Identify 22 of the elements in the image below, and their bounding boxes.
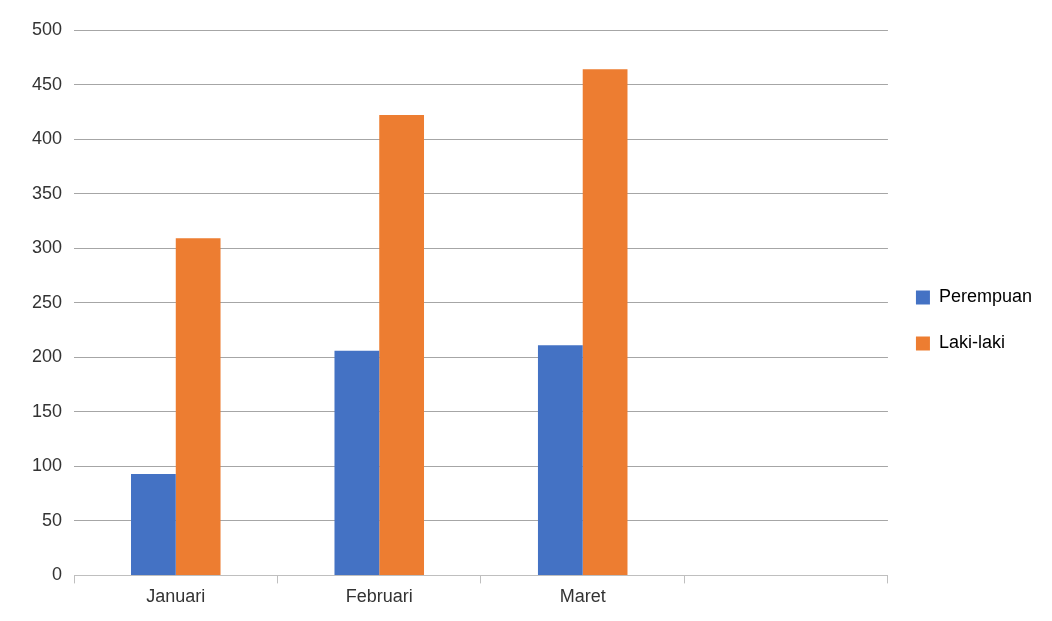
bar (131, 473, 176, 575)
y-tick-label: 500 (31, 18, 63, 39)
y-tick-label: 350 (31, 182, 63, 203)
bar (537, 345, 583, 575)
x-tick-label: Januari (146, 586, 206, 607)
legend-label: Perempuan (938, 286, 1032, 307)
y-tick-label: 200 (31, 346, 63, 367)
y-tick-label: 300 (31, 237, 63, 258)
bar (334, 350, 380, 575)
y-tick-label: 0 (52, 564, 63, 585)
y-tick-label: 50 (42, 509, 63, 530)
y-tick-label: 400 (31, 128, 63, 149)
bar (379, 115, 425, 575)
y-tick-label: 150 (31, 400, 63, 421)
y-tick-label: 450 (31, 73, 63, 94)
bar (175, 238, 221, 575)
x-tick-label: Februari (345, 586, 413, 607)
bar (582, 69, 628, 575)
x-tick-label: Maret (559, 586, 606, 607)
y-tick-label: 250 (31, 291, 63, 312)
y-tick-label: 100 (31, 455, 63, 476)
legend-label: Laki-laki (938, 332, 1005, 353)
